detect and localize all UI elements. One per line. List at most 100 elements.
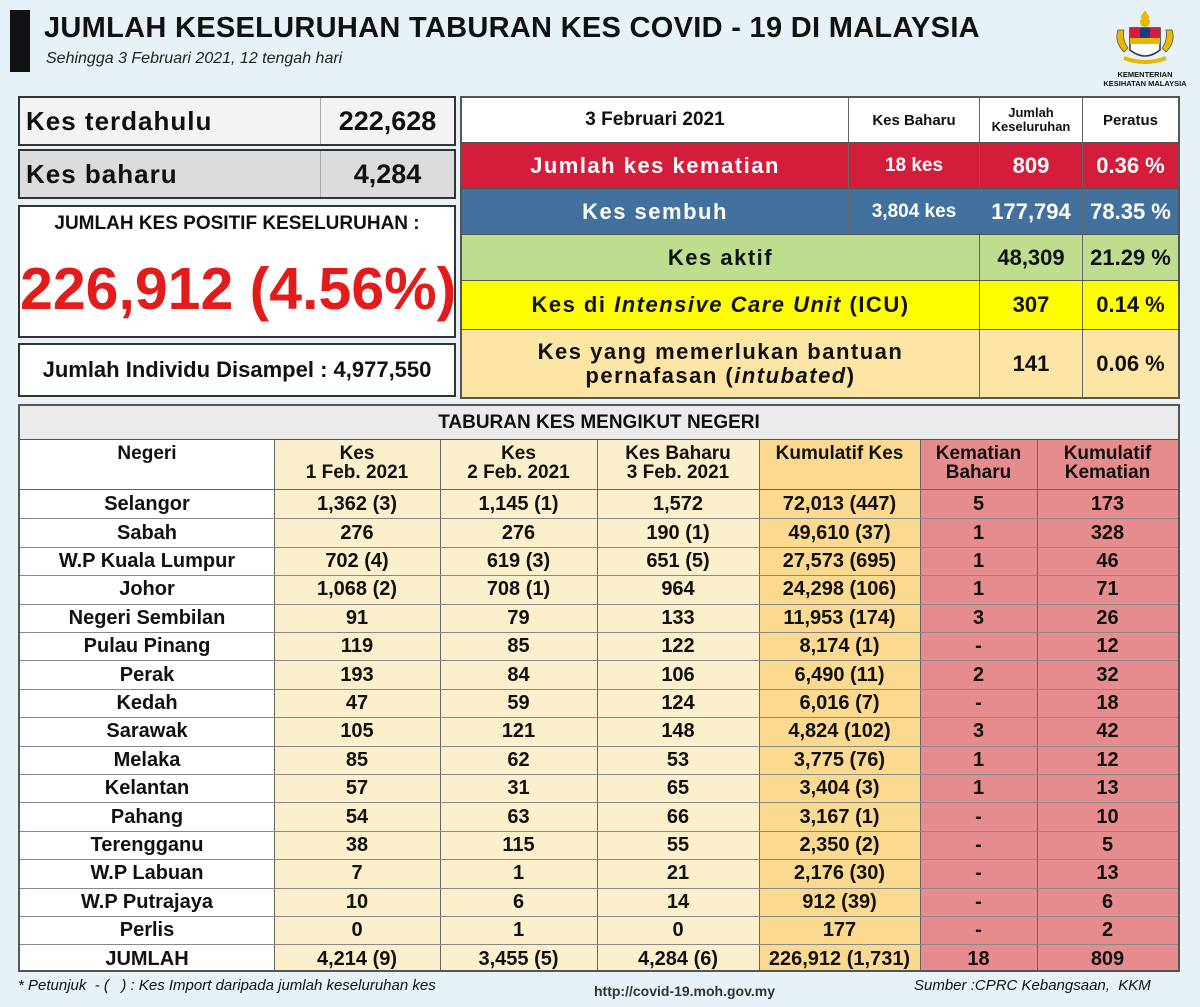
cumulative-deaths-cell: 5 [1101, 833, 1114, 856]
outcome-table-header: 3 Februari 2021 Kes Baharu Jumlah Keselu… [462, 98, 1178, 143]
feb2-cell: 63 [507, 805, 530, 828]
feb3-cell: 55 [666, 833, 690, 856]
outcome-total-header: Jumlah Keseluruhan [979, 98, 1082, 142]
cumulative-deaths-cell: 13 [1096, 777, 1119, 800]
new-deaths-column [920, 440, 1037, 970]
feb2-cell: 85 [507, 635, 530, 658]
table-row: Melaka 85 62 53 3,775 (76) 1 12 [20, 747, 1178, 775]
state-cell: JUMLAH [105, 948, 189, 971]
state-cell: Pulau Pinang [83, 635, 211, 658]
cumulative-deaths-cell: 12 [1096, 635, 1119, 658]
icu-label-pre: Kes di [531, 292, 615, 317]
feb3-cell: 65 [666, 777, 690, 800]
state-cell: Sarawak [106, 720, 188, 743]
feb2-cell: 115 [502, 833, 535, 856]
intubated-label-post: ) [846, 362, 856, 388]
feb3-header-line2: 3 Feb. 2021 [626, 462, 730, 483]
feb2-cell: 708 (1) [486, 578, 551, 601]
feb1-column [274, 440, 440, 970]
outcome-date-header: 3 Februari 2021 [585, 109, 725, 130]
table-row: W.P Kuala Lumpur 702 (4) 619 (3) 651 (5) 27,… [20, 548, 1178, 577]
feb1-cell: 85 [345, 748, 369, 771]
previous-cases-value: 222,628 [320, 98, 454, 144]
feb3-cell: 106 [661, 663, 695, 686]
recovered-new: 3,804 kes [848, 189, 979, 234]
new-deaths-header-line1: Kematian [935, 443, 1022, 464]
feb1-cell: 1,068 (2) [316, 578, 398, 601]
cumulative-column [759, 440, 920, 970]
state-cell: Terengganu [90, 833, 204, 856]
feb3-cell: 0 [672, 919, 684, 942]
cumulative-cell: 226,912 (1,731) [768, 948, 911, 971]
source-url-link[interactable]: http://covid-19.moh.gov.my [594, 983, 775, 999]
table-row: Negeri Sembilan 91 79 133 11,953 (174) 3 26 [20, 605, 1178, 633]
feb3-cell: 1,572 [652, 493, 704, 516]
state-cell: Negeri Sembilan [68, 606, 226, 629]
cumulative-cell: 3,167 (1) [799, 805, 880, 828]
feb2-cell: 619 (3) [486, 549, 551, 572]
feb3-cell: 133 [661, 606, 695, 629]
recovered-row: Kes sembuh 3,804 kes 177,794 78.35 % [462, 189, 1178, 235]
recovered-label: Kes sembuh [582, 198, 728, 224]
previous-cases-label: Kes terdahulu [26, 106, 213, 136]
feb3-cell: 148 [661, 720, 695, 743]
feb3-header-line1: Kes Baharu [625, 443, 731, 464]
feb3-cell: 21 [666, 862, 690, 885]
recovered-percent: 78.35 % [1082, 189, 1178, 234]
feb2-cell: 3,455 (5) [478, 948, 559, 971]
page-title: JUMLAH KESELURUHAN TABURAN KES COVID - 1… [44, 12, 980, 44]
feb2-header-line2: 2 Feb. 2021 [467, 462, 570, 483]
new-deaths-cell: 1 [972, 521, 985, 544]
state-cell: Perlis [119, 919, 175, 942]
cumulative-deaths-header-line1: Kumulatif [1063, 443, 1152, 464]
new-deaths-cell: - [975, 833, 982, 856]
icu-label-post: (ICU) [841, 292, 910, 317]
feb3-cell: 190 (1) [646, 521, 710, 544]
feb1-cell: 119 [340, 635, 374, 658]
cumulative-deaths-cell: 2 [1101, 919, 1114, 942]
cumulative-deaths-cell: 809 [1090, 948, 1125, 971]
state-cell: Kedah [116, 691, 178, 714]
feb3-cell: 14 [666, 890, 690, 913]
feb3-cell: 122 [661, 635, 695, 658]
table-row: Perak 193 84 106 6,490 (11) 2 32 [20, 661, 1178, 690]
feb1-cell: 54 [345, 805, 369, 828]
active-label: Kes aktif [667, 244, 774, 270]
intubated-percent: 0.06 % [1082, 330, 1178, 397]
intubated-label-italic: intubated [734, 362, 847, 388]
feb3-cell: 124 [661, 691, 695, 714]
feb2-cell: 276 [501, 521, 536, 544]
cumulative-cell: 27,573 (695) [782, 549, 897, 572]
feb2-cell: 1,145 (1) [478, 493, 559, 516]
table-row: Pahang 54 63 66 3,167 (1) - 10 [20, 803, 1178, 832]
feb1-cell: 4,214 (9) [316, 948, 398, 971]
outcome-new-header: Kes Baharu [848, 98, 979, 142]
cumulative-deaths-cell: 6 [1101, 890, 1114, 913]
cumulative-deaths-header-line2: Kematian [1064, 462, 1151, 483]
table-row: Terengganu 38 115 55 2,350 (2) - 5 [20, 832, 1178, 861]
table-row: Sarawak 105 121 148 4,824 (102) 3 42 [20, 718, 1178, 747]
state-cell: Kelantan [104, 777, 190, 800]
state-cell: W.P Kuala Lumpur [58, 549, 236, 572]
state-distribution-table: TABURAN KES MENGIKUT NEGERI Negeri Kes 1 … [18, 404, 1180, 972]
intubated-label-line2: pernafasan (intubated) [585, 362, 856, 388]
cumulative-deaths-cell: 18 [1096, 691, 1119, 714]
feb1-cell: 1,362 (3) [316, 493, 398, 516]
state-cell: Pahang [110, 805, 184, 828]
feb3-cell: 4,284 (6) [637, 948, 719, 971]
source-credit: Sumber :CPRC Kebangsaan, KKM [914, 977, 1151, 994]
cumulative-deaths-header: Kumulatif Kematian [1037, 440, 1178, 490]
feb1-cell: 10 [345, 890, 369, 913]
cumulative-cell: 8,174 (1) [799, 635, 880, 658]
state-cell: Johor [119, 578, 175, 601]
table-row: Selangor 1,362 (3) 1,145 (1) 1,572 72,013 (4… [20, 491, 1178, 520]
previous-cases-row: Kes terdahulu 222,628 [18, 96, 456, 146]
sampled-individuals-text: Jumlah Individu Disampel : 4,977,550 [42, 357, 432, 382]
feb2-cell: 121 [501, 720, 536, 743]
total-positive-label: JUMLAH KES POSITIF KESELURUHAN : [54, 213, 420, 234]
table-row: Kelantan 57 31 65 3,404 (3) 1 13 [20, 775, 1178, 804]
icu-label: Kes di Intensive Care Unit (ICU) [462, 281, 979, 329]
cumulative-cell: 177 [822, 919, 857, 942]
new-deaths-cell: 1 [972, 748, 985, 771]
new-cases-label: Kes baharu [26, 159, 178, 189]
